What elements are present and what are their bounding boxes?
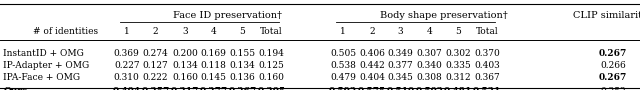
- Text: 0.403: 0.403: [474, 61, 500, 70]
- Text: 4: 4: [211, 27, 216, 36]
- Text: 0.277: 0.277: [200, 87, 228, 90]
- Text: 0.200: 0.200: [172, 49, 198, 58]
- Text: 3: 3: [398, 27, 403, 36]
- Text: 0.310: 0.310: [114, 73, 140, 82]
- Text: 0.404: 0.404: [113, 87, 141, 90]
- Text: 0.127: 0.127: [143, 61, 168, 70]
- Text: 0.442: 0.442: [359, 61, 385, 70]
- Text: 0.305: 0.305: [257, 87, 285, 90]
- Text: 0.169: 0.169: [201, 49, 227, 58]
- Text: 0.340: 0.340: [417, 61, 442, 70]
- Text: 0.307: 0.307: [417, 49, 442, 58]
- Text: InstantID + OMG: InstantID + OMG: [3, 49, 84, 58]
- Text: 0.370: 0.370: [474, 49, 500, 58]
- Text: IP-Adapter + OMG: IP-Adapter + OMG: [3, 61, 90, 70]
- Text: 0.502: 0.502: [415, 87, 444, 90]
- Text: 0.404: 0.404: [359, 73, 385, 82]
- Text: 0.222: 0.222: [143, 73, 168, 82]
- Text: 0.345: 0.345: [388, 73, 413, 82]
- Text: 0.134: 0.134: [230, 61, 255, 70]
- Text: Total: Total: [476, 27, 499, 36]
- Text: 0.510: 0.510: [387, 87, 415, 90]
- Text: 0.145: 0.145: [201, 73, 227, 82]
- Text: 0.317: 0.317: [171, 87, 199, 90]
- Text: 0.136: 0.136: [230, 73, 255, 82]
- Text: 5: 5: [455, 27, 461, 36]
- Text: 0.160: 0.160: [259, 73, 284, 82]
- Text: 0.481: 0.481: [444, 87, 472, 90]
- Text: 0.274: 0.274: [143, 49, 168, 58]
- Text: 0.125: 0.125: [259, 61, 284, 70]
- Text: 0.312: 0.312: [445, 73, 471, 82]
- Text: 2: 2: [369, 27, 374, 36]
- Text: 0.479: 0.479: [330, 73, 356, 82]
- Text: Body shape preservation†: Body shape preservation†: [380, 11, 508, 20]
- Text: 1: 1: [124, 27, 129, 36]
- Text: 0.267: 0.267: [228, 87, 257, 90]
- Text: 0.134: 0.134: [172, 61, 198, 70]
- Text: 0.538: 0.538: [330, 61, 356, 70]
- Text: 3: 3: [182, 27, 188, 36]
- Text: 0.267: 0.267: [599, 73, 627, 82]
- Text: 0.118: 0.118: [201, 61, 227, 70]
- Text: Total: Total: [260, 27, 283, 36]
- Text: 0.252: 0.252: [600, 87, 626, 90]
- Text: 0.531: 0.531: [473, 87, 501, 90]
- Text: 5: 5: [239, 27, 246, 36]
- Text: 2: 2: [153, 27, 158, 36]
- Text: 1: 1: [340, 27, 346, 36]
- Text: 0.592: 0.592: [329, 87, 357, 90]
- Text: IPA-Face + OMG: IPA-Face + OMG: [3, 73, 81, 82]
- Text: 0.406: 0.406: [359, 49, 385, 58]
- Text: CLIP similarity†: CLIP similarity†: [573, 11, 640, 20]
- Text: Face ID preservation†: Face ID preservation†: [173, 11, 282, 20]
- Text: 0.369: 0.369: [114, 49, 140, 58]
- Text: 0.155: 0.155: [230, 49, 255, 58]
- Text: 0.308: 0.308: [417, 73, 442, 82]
- Text: 0.505: 0.505: [330, 49, 356, 58]
- Text: 0.335: 0.335: [445, 61, 471, 70]
- Text: 0.227: 0.227: [114, 61, 140, 70]
- Text: 4: 4: [427, 27, 432, 36]
- Text: 0.160: 0.160: [172, 73, 198, 82]
- Text: 0.266: 0.266: [600, 61, 626, 70]
- Text: 0.349: 0.349: [388, 49, 413, 58]
- Text: 0.267: 0.267: [599, 49, 627, 58]
- Text: 0.367: 0.367: [474, 73, 500, 82]
- Text: # of identities: # of identities: [33, 27, 98, 36]
- Text: 0.194: 0.194: [259, 49, 284, 58]
- Text: 0.357: 0.357: [141, 87, 170, 90]
- Text: 0.575: 0.575: [358, 87, 386, 90]
- Text: Ours: Ours: [3, 87, 28, 90]
- Text: 0.302: 0.302: [445, 49, 471, 58]
- Text: 0.377: 0.377: [388, 61, 413, 70]
